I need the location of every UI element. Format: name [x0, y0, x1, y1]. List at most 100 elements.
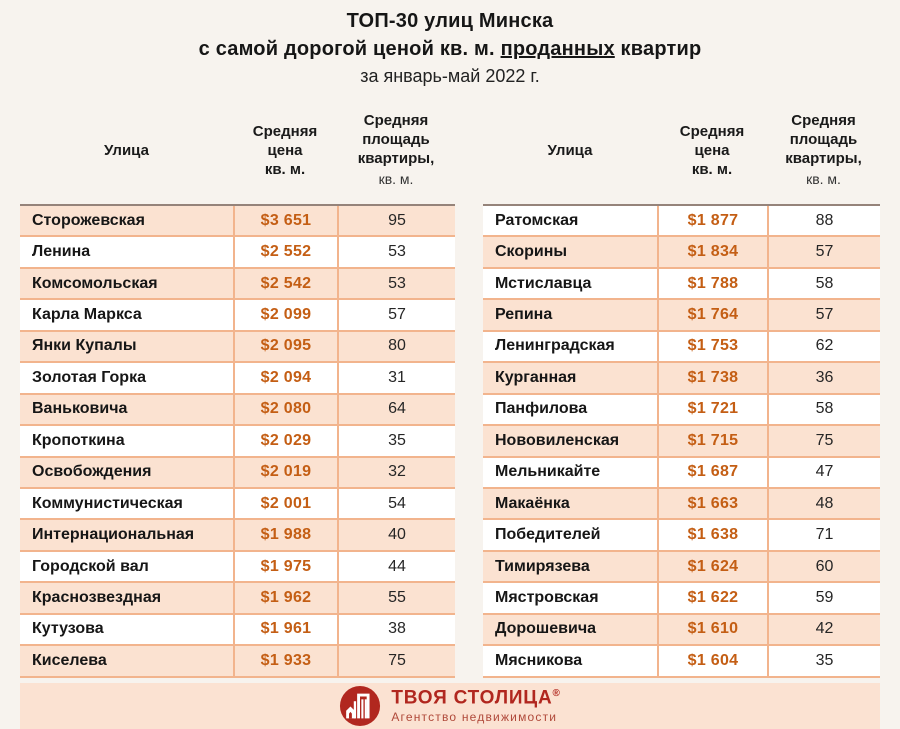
- avg-price-per-sqm: $1 715: [657, 426, 767, 456]
- table-row: Макаёнка $1 663 48: [483, 488, 880, 521]
- avg-price-per-sqm: $2 080: [233, 394, 337, 425]
- left-table: Улица Средняя цена кв. м. Средняя площад…: [20, 96, 455, 678]
- column-header-area-unit: кв. м.: [806, 171, 841, 187]
- table-row: Освобождения $2 019 32: [20, 457, 455, 489]
- agency-logo-buildings-icon: [340, 685, 381, 727]
- avg-apartment-area: 95: [337, 206, 455, 236]
- table-row: Ратомская $1 877 88: [483, 206, 880, 238]
- avg-price-per-sqm: $1 638: [657, 520, 767, 550]
- avg-price-per-sqm: $1 721: [657, 394, 767, 425]
- table-row: Ваньковича $2 080 64: [20, 394, 455, 427]
- street-name: Городской вал: [32, 557, 149, 575]
- table-row: Скорины $1 834 57: [483, 237, 880, 269]
- table-row: Кропоткина $2 029 35: [20, 426, 455, 458]
- avg-apartment-area: 35: [767, 646, 880, 676]
- avg-price-per-sqm: $2 029: [233, 426, 337, 456]
- street-name: Панфилова: [495, 400, 588, 418]
- table-row: Репина $1 764 57: [483, 300, 880, 332]
- table-row: Сторожевская $3 651 95: [20, 206, 455, 238]
- title-underlined-word: проданных: [500, 38, 615, 60]
- avg-apartment-area: 57: [767, 237, 880, 267]
- right-table: Улица Средняя цена кв. м. Средняя площад…: [483, 96, 880, 678]
- street-name: Репина: [495, 306, 553, 324]
- avg-apartment-area: 54: [337, 488, 455, 519]
- street-name: Дорошевича: [495, 620, 597, 638]
- table-row: Интернациональная $1 988 40: [20, 520, 455, 552]
- avg-price-per-sqm: $1 622: [657, 583, 767, 613]
- street-name: Мястровская: [495, 588, 599, 606]
- infographic-title: ТОП-30 улиц Минска с самой дорогой ценой…: [0, 0, 900, 90]
- avg-apartment-area: 31: [337, 363, 455, 393]
- avg-price-per-sqm: $1 687: [657, 457, 767, 487]
- agency-brand-block: ТВОЯ СТОЛИЦА® Агентство недвижимости: [391, 687, 561, 724]
- avg-apartment-area: 71: [767, 520, 880, 550]
- avg-apartment-area: 64: [337, 394, 455, 425]
- table-row: Городской вал $1 975 44: [20, 551, 455, 584]
- agency-name-text: ТВОЯ СТОЛИЦА: [391, 687, 553, 709]
- street-name: Мясникова: [495, 651, 583, 669]
- avg-apartment-area: 59: [767, 583, 880, 613]
- avg-price-per-sqm: $2 095: [233, 331, 337, 362]
- avg-apartment-area: 88: [767, 206, 880, 236]
- table-row: Победителей $1 638 71: [483, 520, 880, 552]
- avg-apartment-area: 53: [337, 268, 455, 299]
- street-name: Скорины: [495, 243, 568, 261]
- table-row: Панфилова $1 721 58: [483, 394, 880, 427]
- table-row: Киселева $1 933 75: [20, 646, 455, 678]
- avg-price-per-sqm: $2 094: [233, 363, 337, 393]
- street-name: Мельникайте: [495, 463, 601, 481]
- street-name: Кутузова: [32, 620, 104, 638]
- table-row: Карла Маркса $2 099 57: [20, 300, 455, 332]
- street-name: Тимирязева: [495, 557, 590, 575]
- table-row: Золотая Горка $2 094 31: [20, 363, 455, 395]
- avg-price-per-sqm: $1 962: [233, 583, 337, 613]
- street-name: Ленинградская: [495, 337, 615, 355]
- avg-price-per-sqm: $1 738: [657, 363, 767, 393]
- title-line-1: ТОП-30 улиц Минска: [346, 10, 554, 32]
- column-header-area-label: Средняя площадь квартиры,: [357, 112, 435, 167]
- avg-apartment-area: 32: [337, 457, 455, 487]
- avg-price-per-sqm: $1 988: [233, 520, 337, 550]
- right-table-header: Улица Средняя цена кв. м. Средняя площад…: [483, 96, 880, 204]
- street-name: Победителей: [495, 526, 601, 544]
- title-period: за январь-май 2022 г.: [360, 66, 540, 86]
- avg-price-per-sqm: $1 933: [233, 646, 337, 676]
- street-name: Освобождения: [32, 463, 152, 481]
- right-table-rows: Ратомская $1 877 88 Скорины $1 834 57 Мстислав…: [483, 204, 880, 678]
- avg-price-per-sqm: $2 001: [233, 488, 337, 519]
- column-header-area: Средняя площадь квартиры, кв. м.: [767, 111, 880, 189]
- avg-apartment-area: 47: [767, 457, 880, 487]
- avg-price-per-sqm: $3 651: [233, 206, 337, 236]
- street-name: Золотая Горка: [32, 368, 146, 386]
- avg-price-per-sqm: $1 877: [657, 206, 767, 236]
- avg-apartment-area: 36: [767, 363, 880, 393]
- avg-price-per-sqm: $1 753: [657, 331, 767, 362]
- street-name: Коммунистическая: [32, 494, 183, 512]
- avg-apartment-area: 75: [337, 646, 455, 676]
- street-name: Интернациональная: [32, 526, 195, 544]
- left-table-rows: Сторожевская $3 651 95 Ленина $2 552 53 Комсом…: [20, 204, 455, 678]
- column-header-price: Средняя цена кв. м.: [252, 122, 318, 178]
- table-row: Мстиславца $1 788 58: [483, 268, 880, 301]
- table-row: Тимирязева $1 624 60: [483, 551, 880, 584]
- table-row: Янки Купалы $2 095 80: [20, 331, 455, 364]
- avg-price-per-sqm: $1 610: [657, 614, 767, 645]
- column-header-area-unit: кв. м.: [378, 171, 414, 187]
- table-row: Мястровская $1 622 59: [483, 583, 880, 615]
- street-name: Ваньковича: [32, 400, 128, 418]
- avg-apartment-area: 57: [767, 300, 880, 330]
- registered-mark: ®: [552, 688, 561, 700]
- avg-apartment-area: 58: [767, 394, 880, 425]
- avg-apartment-area: 44: [337, 551, 455, 582]
- table-row: Курганная $1 738 36: [483, 363, 880, 395]
- table-row: Комсомольская $2 542 53: [20, 268, 455, 301]
- avg-apartment-area: 57: [337, 300, 455, 330]
- avg-price-per-sqm: $2 019: [233, 457, 337, 487]
- street-name: Кропоткина: [32, 431, 125, 449]
- column-header-price: Средняя цена кв. м.: [679, 122, 745, 178]
- avg-apartment-area: 42: [767, 614, 880, 645]
- avg-price-per-sqm: $2 099: [233, 300, 337, 330]
- table-row: Ленинградская $1 753 62: [483, 331, 880, 364]
- street-name: Комсомольская: [32, 274, 158, 292]
- avg-apartment-area: 55: [337, 583, 455, 613]
